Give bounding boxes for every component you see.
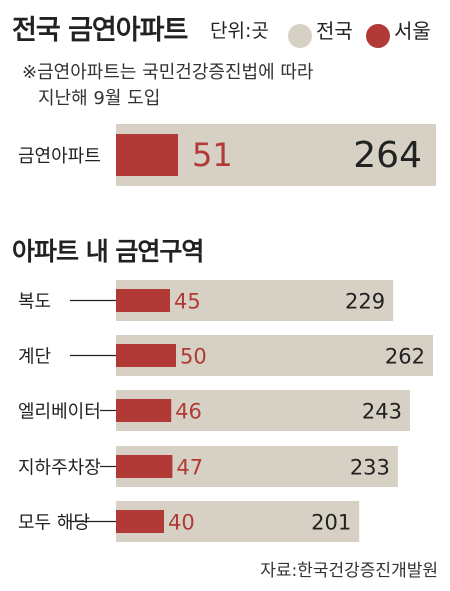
note-line-2: 지난해 9월 도입	[38, 88, 161, 109]
chart-apartment-totals: 금연아파트 51 264	[18, 124, 436, 186]
bar-seoul-지하주차장	[116, 455, 173, 478]
category-label-지하주차장: 지하주차장	[18, 458, 101, 479]
bar-seoul-복도	[116, 289, 170, 312]
section-title: 아파트 내 금연구역	[12, 237, 204, 266]
value-label-seoul-계단: 50	[180, 345, 207, 369]
legend-swatch-seoul	[366, 24, 390, 48]
category-label: 금연아파트	[18, 146, 101, 167]
unit-label: 단위:곳	[210, 20, 269, 42]
bar-seoul	[116, 134, 178, 176]
chart-smoke-free-zones: 복도 45 229 계단 50 262 엘리베이터 46 243 지하주차장 47 233 모두 해당 4…	[18, 280, 433, 542]
value-label-national-계단: 262	[385, 345, 425, 369]
value-label-national: 264	[353, 135, 422, 176]
bar-seoul-계단	[116, 344, 176, 367]
bar-seoul-모두-해당	[116, 510, 164, 533]
value-label-seoul-지하주차장: 47	[176, 456, 203, 480]
legend-label-national: 전국	[316, 19, 353, 43]
legend-label-seoul: 서울	[394, 19, 431, 43]
chart-title: 전국 금연아파트	[12, 15, 188, 46]
value-label-national-모두-해당: 201	[311, 511, 351, 535]
bar-seoul-엘리베이터	[116, 399, 172, 422]
category-label-계단: 계단	[18, 347, 51, 368]
value-label-national-엘리베이터: 243	[362, 400, 402, 424]
legend-swatch-national	[288, 24, 312, 48]
value-label-seoul: 51	[192, 136, 233, 174]
value-label-seoul-엘리베이터: 46	[175, 400, 202, 424]
source-note: 자료:한국건강증진개발원	[260, 561, 438, 581]
note-line-1: ※금연아파트는 국민건강증진법에 따라	[22, 62, 314, 83]
category-label-엘리베이터: 엘리베이터	[18, 402, 101, 423]
value-label-national-복도: 229	[345, 290, 385, 314]
category-label-복도: 복도	[18, 292, 51, 313]
value-label-national-지하주차장: 233	[350, 456, 390, 480]
value-label-seoul-모두-해당: 40	[168, 511, 195, 535]
category-label-모두-해당: 모두 해당	[18, 513, 90, 534]
value-label-seoul-복도: 45	[174, 290, 201, 314]
